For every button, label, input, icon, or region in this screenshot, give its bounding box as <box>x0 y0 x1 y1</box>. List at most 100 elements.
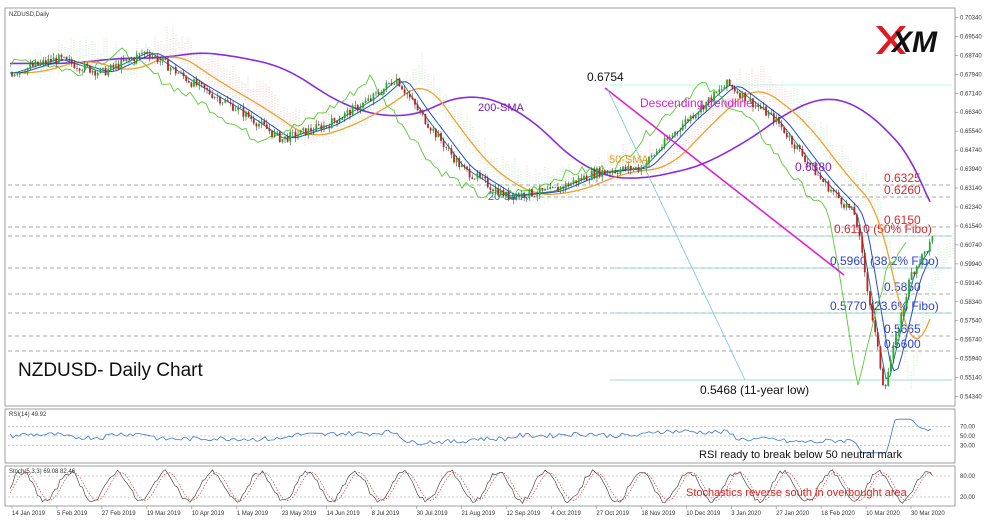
candle-body <box>323 125 325 131</box>
candle-body <box>421 111 424 115</box>
price-tick-label: 0.59140 <box>960 281 982 287</box>
candle-body <box>687 119 689 121</box>
price-tick-label: 0.59940 <box>960 262 982 268</box>
candle-body <box>195 79 198 86</box>
candle-body <box>26 67 29 73</box>
candle-body <box>24 72 26 74</box>
candle-body <box>86 63 89 66</box>
candle-body <box>752 98 754 108</box>
candle-body <box>614 171 617 174</box>
candle-body <box>538 187 541 195</box>
candle-body <box>182 72 185 77</box>
level-label: 0.6325 <box>884 171 921 185</box>
date-tick-label: 18 Feb 2020 <box>821 511 855 517</box>
candle-body <box>856 214 858 227</box>
candle-body <box>29 63 32 68</box>
price-tick-label: 0.56740 <box>960 338 982 344</box>
candle-body <box>507 191 510 200</box>
candle-body <box>403 89 406 94</box>
level-label: 0.6110 (50% Fibo) <box>834 222 932 236</box>
price-tick-label: 0.67140 <box>960 91 982 97</box>
candle-body <box>120 59 123 69</box>
date-tick-label: 21 Aug 2019 <box>462 511 496 517</box>
candle-body <box>203 84 206 89</box>
candle-body <box>853 206 856 215</box>
date-tick-label: 5 Feb 2019 <box>57 511 88 517</box>
candle-body <box>250 116 253 120</box>
candle-body <box>42 60 45 63</box>
candle-body <box>702 105 705 110</box>
candle-body <box>754 105 757 108</box>
candle-body <box>882 368 884 386</box>
candle-body <box>819 175 822 179</box>
candle-body <box>468 168 471 178</box>
candle-body <box>427 124 429 128</box>
candle-body <box>57 54 60 63</box>
candle-body <box>845 203 848 208</box>
chart-title: NZDUSD- Daily Chart <box>18 360 203 381</box>
candle-body <box>115 63 117 68</box>
symbol-label: NZDUSD,Daily <box>9 12 49 18</box>
candle-body <box>746 101 749 102</box>
candle-body <box>343 112 346 118</box>
candle-body <box>609 172 611 174</box>
candle-body <box>705 101 708 110</box>
candle-body <box>874 320 877 333</box>
candle-body <box>304 128 307 136</box>
candle-body <box>697 112 700 116</box>
candle-body <box>791 136 793 145</box>
candle-body <box>364 100 367 103</box>
candle-body <box>47 59 50 64</box>
candle-body <box>575 180 578 184</box>
candle-body <box>455 158 458 163</box>
candle-body <box>765 106 767 116</box>
candle-body <box>174 67 177 74</box>
candle-body <box>55 57 58 63</box>
candle-body <box>151 56 154 58</box>
candle-body <box>492 189 494 192</box>
candle-body <box>104 67 107 76</box>
candle-body <box>770 112 773 114</box>
candle-body <box>294 131 297 138</box>
candle-body <box>463 165 466 167</box>
candle-body <box>866 272 869 292</box>
candle-body <box>749 98 752 102</box>
candle-body <box>338 119 341 123</box>
candle-body <box>515 194 518 200</box>
candle-body <box>362 102 364 108</box>
price-tick-label: 0.57540 <box>960 319 982 325</box>
candle-body <box>554 187 557 188</box>
candle-body <box>122 59 125 61</box>
candle-body <box>193 79 195 87</box>
candle-body <box>16 74 19 76</box>
main-panel <box>4 7 956 407</box>
price-tick-label: 0.55140 <box>960 376 982 382</box>
candle-body <box>674 131 676 136</box>
date-tick-label: 4 Oct 2019 <box>551 511 581 517</box>
candle-body <box>759 106 762 109</box>
candle-body <box>739 93 741 98</box>
candle-body <box>247 111 250 117</box>
candle-body <box>161 58 164 62</box>
candle-body <box>835 191 838 193</box>
candle-body <box>445 146 448 148</box>
candle-body <box>525 197 528 199</box>
candle-body <box>767 112 770 116</box>
candle-body <box>312 131 315 133</box>
candle-body <box>167 59 169 71</box>
candle-body <box>723 87 726 89</box>
date-tick-label: 19 Mar 2019 <box>147 511 181 517</box>
date-tick-label: 1 May 2019 <box>237 511 269 517</box>
candle-body <box>317 124 320 126</box>
candle-body <box>232 103 234 111</box>
candle-body <box>333 118 336 121</box>
candle-body <box>419 110 422 112</box>
candle-body <box>523 193 526 198</box>
candle-body <box>398 78 401 87</box>
candle-body <box>570 183 572 187</box>
candle-body <box>824 181 827 183</box>
date-tick-label: 27 Oct 2019 <box>596 511 629 517</box>
candle-body <box>741 92 744 98</box>
candle-body <box>926 251 929 253</box>
